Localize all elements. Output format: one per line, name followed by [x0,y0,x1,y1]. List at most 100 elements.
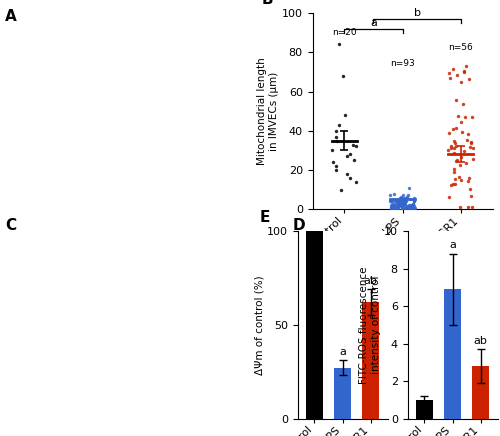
Point [406,204,414,211]
Point [451,181,459,188]
Text: n=56: n=56 [448,43,473,52]
Point [450,168,458,175]
Point [394,204,402,211]
Point [467,192,475,199]
Point [406,203,413,210]
Point [386,204,394,211]
Point [452,175,460,182]
Point [453,156,461,163]
Point [460,148,468,155]
Point [349,141,357,148]
Point [341,112,349,119]
Point [450,165,458,172]
Point [408,204,416,211]
Point [388,199,396,206]
Point [386,196,394,203]
Point [393,201,401,208]
Point [458,78,466,85]
Point [448,181,456,187]
Point [386,198,394,204]
Text: A: A [5,9,17,24]
Point [452,157,460,164]
Text: ab: ab [474,336,488,346]
Point [456,204,464,211]
Text: n=20: n=20 [332,27,356,37]
Point [332,133,340,140]
Point [332,167,340,174]
Text: E: E [260,211,270,225]
Point [399,199,407,206]
Point [392,198,400,204]
Point [346,174,354,181]
Point [329,159,337,166]
Point [390,204,398,211]
Point [390,197,398,204]
Point [391,205,399,212]
Point [460,100,468,107]
Point [406,184,413,191]
Point [410,204,418,211]
Point [462,159,470,166]
Point [396,194,404,201]
Point [446,145,454,152]
Point [398,198,406,205]
Point [400,201,408,208]
Point [346,151,354,158]
Point [390,191,398,198]
Point [401,205,409,212]
Point [387,205,395,212]
Point [402,204,410,211]
Point [460,68,468,75]
Point [407,205,415,212]
Point [446,75,454,82]
Point [462,62,470,69]
Point [466,144,474,151]
Point [468,204,476,211]
Point [406,195,414,202]
Point [402,198,409,205]
Point [468,156,476,163]
Point [387,205,395,212]
Point [343,153,351,160]
Point [337,186,345,193]
Point [411,205,419,212]
Text: a: a [370,18,377,28]
Point [352,143,360,150]
Point [448,66,456,73]
Point [335,41,343,48]
Point [405,204,413,211]
Point [448,182,456,189]
Point [394,196,402,203]
Point [402,198,410,204]
Point [408,201,416,208]
Point [396,201,404,208]
Point [328,147,336,154]
Point [454,173,462,180]
Point [388,201,396,208]
Point [454,113,462,120]
Point [464,174,472,181]
Point [456,177,464,184]
Y-axis label: ΔΨm of control (%): ΔΨm of control (%) [254,275,264,375]
Point [394,205,402,212]
Point [458,129,466,136]
Point [388,205,396,212]
Point [457,154,465,161]
Bar [416,400,432,419]
Point [468,113,476,120]
Text: ab: ab [364,276,378,286]
Point [453,71,461,78]
Point [395,199,403,206]
Point [466,140,474,147]
Point [388,204,396,211]
Point [332,163,340,170]
Bar [472,366,489,419]
Point [410,198,418,204]
Point [450,144,458,151]
Point [461,113,469,120]
Text: a: a [449,240,456,250]
Point [393,198,401,205]
Point [466,139,474,146]
Point [402,194,409,201]
Point [457,119,465,126]
